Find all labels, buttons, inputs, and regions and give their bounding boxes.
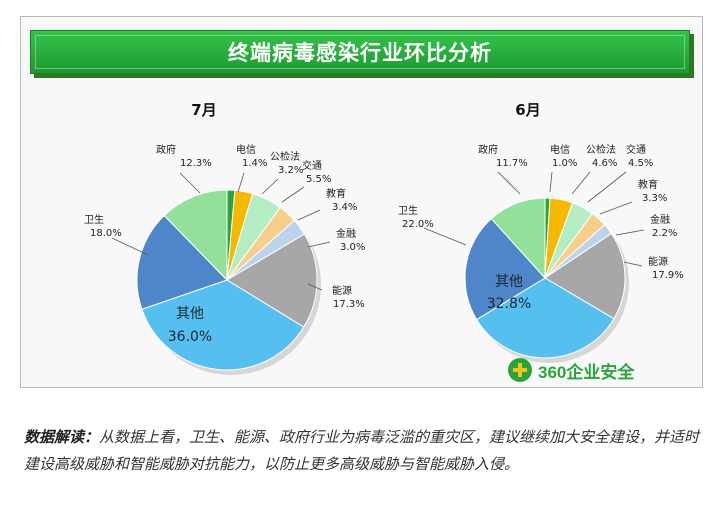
leader-line-交通 <box>281 186 305 203</box>
slice-value-卫生: 22.0% <box>402 219 434 230</box>
title-banner: 终端病毒感染行业环比分析 <box>30 30 690 74</box>
pie-slice-政府 <box>490 197 546 280</box>
pie-slice-能源 <box>226 233 318 328</box>
pie-slice-其他 <box>475 277 615 359</box>
slice-name-卫生: 卫生 <box>398 204 418 217</box>
slice-name-交通: 交通 <box>626 143 646 156</box>
leader-line-教育 <box>599 201 633 215</box>
slice-value-能源: 17.3% <box>333 299 365 310</box>
pie-july-title: 7月 <box>191 101 216 119</box>
slice-name-电信: 电信 <box>550 143 570 156</box>
chart-title: 终端病毒感染行业环比分析 <box>228 41 492 65</box>
pie-june: 6月 电信 1.0% 公检法 4.6% 交通 4.5% 教育 3.3% 金融 2.2% 能源 17.9… <box>398 101 684 363</box>
banner-inner-border <box>35 35 685 69</box>
slice-name-政府: 政府 <box>156 143 176 156</box>
slice-name-金融: 金融 <box>336 227 356 240</box>
slice-name-能源: 能源 <box>332 284 352 297</box>
slice-name-政府: 政府 <box>478 143 498 156</box>
leader-line-金融 <box>307 241 331 248</box>
slice-name-其他: 其他 <box>176 306 204 322</box>
slice-value-金融: 3.0% <box>340 242 365 253</box>
slice-value-电信: 1.4% <box>242 158 267 169</box>
leader-line-公检法 <box>261 178 279 195</box>
slice-value-卫生: 18.0% <box>90 228 122 239</box>
slice-value-其他: 36.0% <box>168 329 212 345</box>
leader-line-交通 <box>587 171 627 203</box>
caption-label: 数据解读： <box>24 428 100 446</box>
leader-line-卫生 <box>111 237 149 256</box>
slice-value-公检法: 4.6% <box>592 158 617 169</box>
brand-logo: 360企业安全 <box>508 356 676 384</box>
slice-value-教育: 3.4% <box>332 202 357 213</box>
leader-line-卫生 <box>423 227 467 246</box>
slice-value-交通: 5.5% <box>306 174 331 185</box>
slice-value-政府: 12.3% <box>180 158 212 169</box>
slice-name-公检法: 公检法 <box>270 150 300 163</box>
slice-name-卫生: 卫生 <box>84 213 104 226</box>
slice-value-金融: 2.2% <box>652 228 677 239</box>
cross-circle-icon <box>508 358 532 382</box>
slice-value-其他: 32.8% <box>487 296 531 312</box>
brand-logo-text: 360企业安全 <box>538 362 635 382</box>
slice-value-能源: 17.9% <box>652 270 684 281</box>
slice-name-交通: 交通 <box>302 159 322 172</box>
slice-value-交通: 4.5% <box>628 158 653 169</box>
slice-value-教育: 3.3% <box>642 193 667 204</box>
slice-name-能源: 能源 <box>648 255 668 268</box>
leader-line-金融 <box>615 229 645 236</box>
leader-line-政府 <box>179 172 201 194</box>
caption-body: 从数据上看，卫生、能源、政府行业为病毒泛滥的重灾区，建议继续加大安全建设，并适时… <box>24 428 700 473</box>
leader-line-教育 <box>297 209 321 221</box>
leader-line-政府 <box>497 171 521 195</box>
slice-value-电信: 1.0% <box>552 158 577 169</box>
slice-name-教育: 教育 <box>638 178 658 191</box>
pie-slice-其他 <box>141 279 305 371</box>
slice-name-教育: 教育 <box>326 187 346 200</box>
pie-slice-卫生 <box>464 217 546 321</box>
data-interpretation: 数据解读：从数据上看，卫生、能源、政府行业为病毒泛滥的重灾区，建议继续加大安全建… <box>24 424 704 478</box>
leader-line-电信 <box>549 171 553 193</box>
pie-july: 7月 电信 1.4%公检法 3.2%交通 5.5% 教育 3.4% 金融 3.0% 能源 17.3… <box>84 101 365 375</box>
pie-june-title: 6月 <box>515 101 540 119</box>
slice-name-公检法: 公检法 <box>586 143 616 156</box>
pie-slice-政府 <box>163 189 228 282</box>
slice-name-金融: 金融 <box>650 213 670 226</box>
leader-line-能源 <box>623 261 643 267</box>
leader-line-能源 <box>307 283 323 291</box>
leader-line-公检法 <box>571 171 591 195</box>
slice-name-其他: 其他 <box>495 274 523 290</box>
pie-slice-能源 <box>544 232 626 320</box>
slice-value-公检法: 3.2% <box>278 165 303 176</box>
leader-line-电信 <box>237 172 245 193</box>
slice-name-电信: 电信 <box>236 143 256 156</box>
pie-slice-卫生 <box>136 214 228 310</box>
pie-charts: 7月 电信1.4%公检法3.2%交通5.5%教育3.4%金融3.0%能源17.3… <box>84 101 684 375</box>
slice-value-政府: 11.7% <box>496 158 528 169</box>
